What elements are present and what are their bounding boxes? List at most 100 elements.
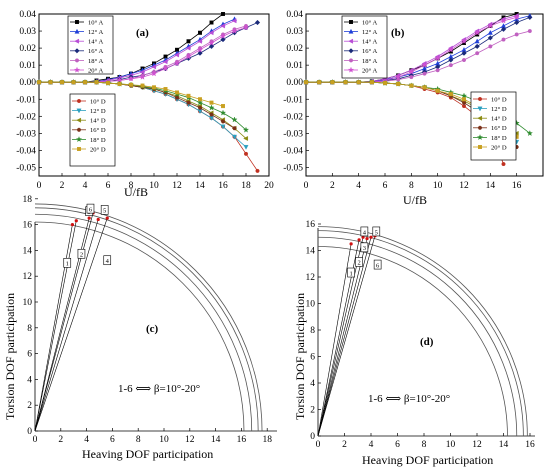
panel-d-annotation: 1-6 ⟺ β=10°-20°	[368, 393, 450, 405]
panel-a-label: (a)	[136, 27, 149, 39]
participation-point	[365, 236, 369, 241]
y-tick-label: 0	[310, 432, 315, 442]
x-tick-label: 2	[342, 440, 347, 450]
y-tick-label: 0.03	[286, 27, 303, 37]
data-point	[186, 39, 191, 44]
data-point	[356, 80, 361, 85]
legend-marker	[477, 115, 482, 121]
point-label-box	[100, 205, 109, 215]
legend-marker	[477, 106, 483, 112]
panel-a-xticks: 0 2 4 6 8 10 12 14 16 18 20	[37, 173, 274, 191]
legend-marker	[74, 28, 80, 34]
y-tick-label: 0.00	[19, 78, 36, 88]
data-point	[243, 151, 248, 156]
panel-a-legend-D: 10° D 12° D 14° D 16° D 18° D 20° D	[69, 93, 116, 167]
panel-a-legend-A: 10° A 12° A 14° A 16° A 18° A 20° A	[67, 15, 114, 74]
panel-d-xticks: 0 2 4 6 8 10 12 14 16	[316, 433, 535, 450]
y-tick-label: 0.02	[286, 44, 303, 54]
legend-marker	[348, 28, 354, 34]
data-point	[317, 80, 322, 85]
data-point	[71, 80, 76, 85]
data-point	[513, 14, 520, 21]
y-tick-label: 2	[27, 401, 32, 411]
panel-c-yticks: 0 2 4 6 8 10 12 14 16 18	[23, 195, 38, 437]
x-tick-label: 0	[316, 440, 321, 450]
y-tick-label: 4	[27, 375, 32, 385]
data-point	[94, 80, 99, 85]
data-point	[231, 116, 238, 123]
legend-label: 14° A	[362, 39, 378, 46]
data-point	[185, 45, 191, 51]
data-point	[409, 83, 414, 88]
reference-arc	[317, 236, 518, 437]
legend-label: 10° D	[90, 98, 106, 105]
panel-a-yticks: 0.04 0.03 0.02 0.01 0.00 -0.01 -0.02 -0.03 -0.04…	[16, 10, 42, 173]
y-tick-label: -0.03	[16, 129, 36, 139]
y-tick-label: 8	[310, 326, 315, 336]
data-point	[500, 17, 507, 24]
data-point	[151, 85, 156, 90]
y-tick-label: 0.04	[19, 10, 36, 20]
data-point	[209, 112, 214, 117]
panel-d-ylabel: Torsion DOF participation	[293, 293, 307, 420]
data-point	[232, 134, 237, 140]
legend-marker	[74, 20, 79, 25]
point-label-box	[103, 255, 112, 266]
panel-b-legend-A: 10° A 12° A 14° A 16° A 18° A 20° A	[341, 15, 388, 79]
data-point	[163, 87, 168, 92]
data-point	[487, 35, 493, 41]
data-point	[475, 51, 480, 56]
participation-point	[96, 217, 100, 222]
data-point	[488, 44, 493, 49]
participation-ray	[317, 235, 376, 437]
data-point	[128, 82, 133, 87]
y-tick-label: -0.04	[16, 146, 36, 156]
x-tick-label: 6	[383, 181, 388, 191]
panel-b-xticks: 0 2 4 6 8 10 12 14 16	[304, 173, 522, 191]
point-label-box	[86, 203, 95, 214]
data-point	[422, 85, 427, 90]
data-point	[255, 168, 260, 173]
legend-marker	[349, 58, 354, 63]
series-line	[306, 17, 530, 83]
x-tick-label: 2	[330, 181, 335, 191]
data-point	[422, 71, 427, 76]
x-tick-label: 10	[149, 181, 159, 191]
panel-b-yticks: 0.04 0.03 0.02 0.01 0.00 -0.01 -0.02 -0.03 -0.04…	[283, 10, 309, 173]
legend-marker	[76, 117, 82, 123]
reference-arc	[34, 221, 245, 432]
data-point	[462, 58, 467, 63]
data-point	[254, 19, 261, 26]
data-point	[186, 93, 191, 98]
participation-point	[74, 219, 78, 223]
legend-label: 14° A	[88, 39, 104, 46]
panel-a-series	[35, 11, 261, 173]
data-point	[162, 59, 168, 65]
point-label: 6	[89, 206, 93, 213]
legend-marker	[476, 134, 484, 141]
data-point	[242, 24, 250, 31]
data-point	[461, 50, 467, 56]
data-point	[409, 75, 414, 80]
participation-ray	[317, 237, 372, 437]
panel-c-ylabel: Torsion DOF participation	[3, 293, 17, 420]
panel-c-label: (c)	[146, 323, 159, 335]
participation-point	[369, 235, 373, 239]
x-tick-label: 8	[129, 181, 134, 191]
x-tick-label: 20	[264, 181, 274, 191]
data-point	[197, 97, 202, 102]
data-point	[208, 43, 215, 50]
data-point	[185, 53, 192, 60]
y-tick-label: -0.02	[283, 112, 303, 122]
panel-b-frame	[305, 13, 544, 177]
data-point	[304, 80, 309, 85]
y-tick-label: 0.03	[19, 27, 36, 37]
x-tick-label: 14	[195, 181, 205, 191]
series-line	[306, 30, 530, 83]
data-point	[513, 130, 519, 136]
panel-b-xlabel: U/fB	[403, 193, 427, 207]
data-point	[220, 23, 226, 29]
